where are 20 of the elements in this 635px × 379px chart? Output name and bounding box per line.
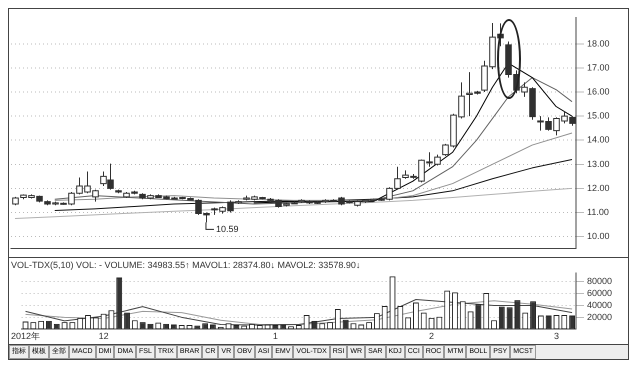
x-tick-label: 12 bbox=[98, 331, 109, 342]
y-tick-label: 18.00 bbox=[587, 38, 610, 48]
x-tick-label: 3 bbox=[554, 331, 559, 342]
y-tick-label: 13.00 bbox=[587, 158, 610, 169]
y-tick-label: 10.00 bbox=[587, 231, 610, 242]
y-tick-label: 11.00 bbox=[587, 206, 609, 217]
y-tick-label: 15.00 bbox=[587, 110, 610, 121]
x-tick-label: 2 bbox=[429, 331, 434, 342]
y-tick-label: 20000 bbox=[587, 312, 612, 322]
annotation: 10.59 bbox=[216, 224, 238, 234]
y-tick-label: 12.00 bbox=[587, 182, 610, 193]
y-tick-label: 17.00 bbox=[587, 62, 610, 72]
x-tick-label: 2012年 bbox=[11, 331, 40, 342]
y-tick-label: 80000 bbox=[587, 276, 612, 286]
y-tick-label: 16.00 bbox=[587, 86, 610, 97]
y-tick-label: 40000 bbox=[587, 300, 612, 310]
y-tick-label: 14.00 bbox=[587, 134, 610, 145]
x-tick-label: 1 bbox=[272, 331, 278, 342]
chart-title: VOL-TDX(5,10) VOL: - VOLUME: 34983.55↑ MAVOL1: 28374.80↓ MAVOL2: 33578.90↓ bbox=[11, 260, 360, 270]
y-tick-label: 60000 bbox=[587, 288, 612, 298]
